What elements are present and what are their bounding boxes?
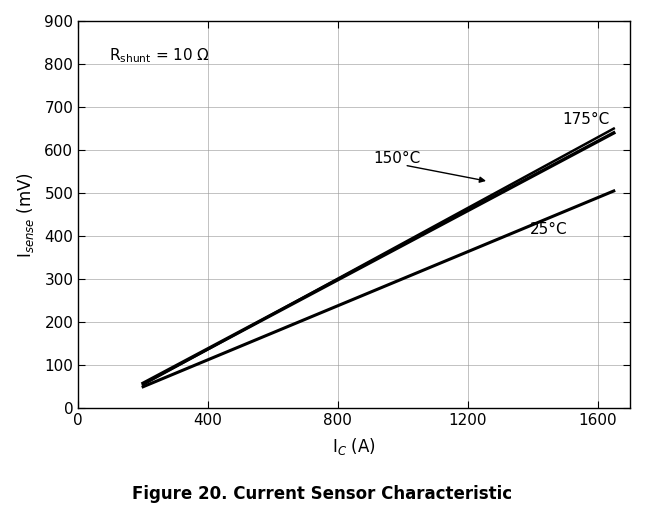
Text: R$_{\mathregular{shunt}}$ = 10 Ω: R$_{\mathregular{shunt}}$ = 10 Ω	[109, 46, 210, 65]
Text: 150°C: 150°C	[373, 151, 421, 166]
Y-axis label: I$_{sense}$ (mV): I$_{sense}$ (mV)	[15, 172, 36, 258]
Text: 175°C: 175°C	[562, 112, 609, 128]
X-axis label: I$_C$ (A): I$_C$ (A)	[332, 436, 376, 457]
Text: Figure 20. Current Sensor Characteristic: Figure 20. Current Sensor Characteristic	[132, 485, 513, 503]
Text: 25°C: 25°C	[530, 222, 567, 237]
